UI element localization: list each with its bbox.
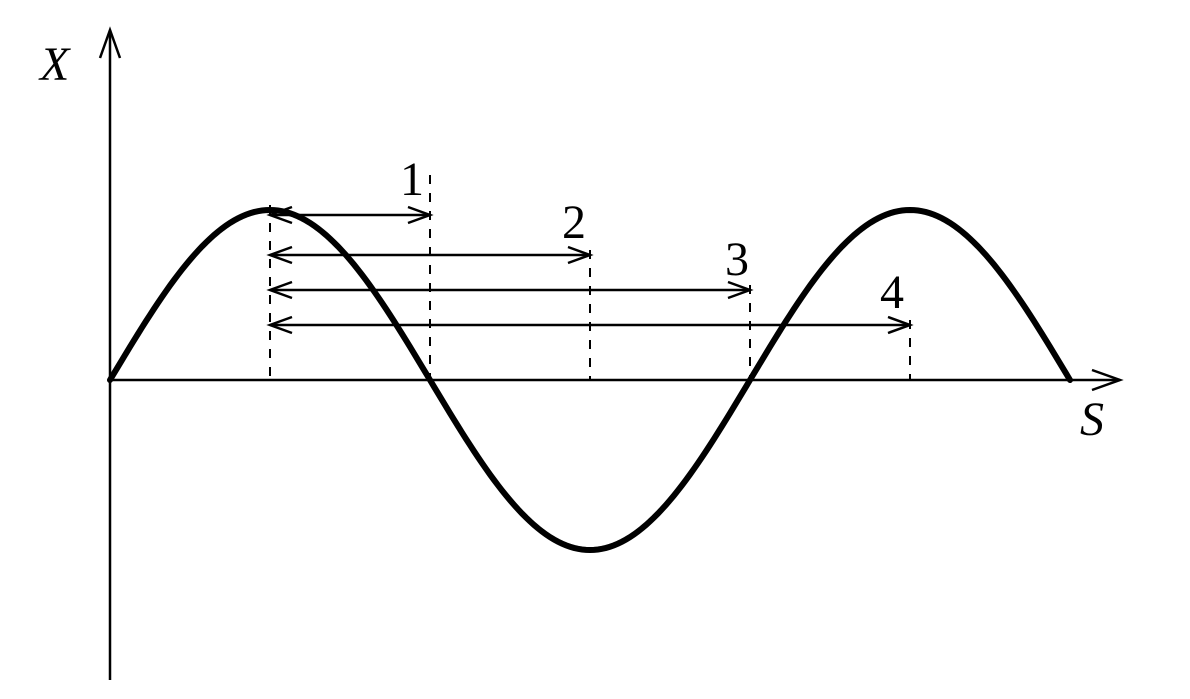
wave-diagram: X S 1 2 3 4	[0, 0, 1190, 699]
x-axis: S	[110, 370, 1120, 446]
x-axis-label: S	[1080, 393, 1104, 446]
interval-label-4: 4	[880, 266, 904, 319]
interval-label-2: 2	[562, 196, 586, 249]
y-axis: X	[38, 30, 120, 680]
interval-arrow-3: 3	[270, 233, 750, 298]
y-axis-label: X	[38, 38, 71, 91]
interval-label-3: 3	[725, 233, 749, 286]
interval-label-1: 1	[400, 153, 424, 206]
